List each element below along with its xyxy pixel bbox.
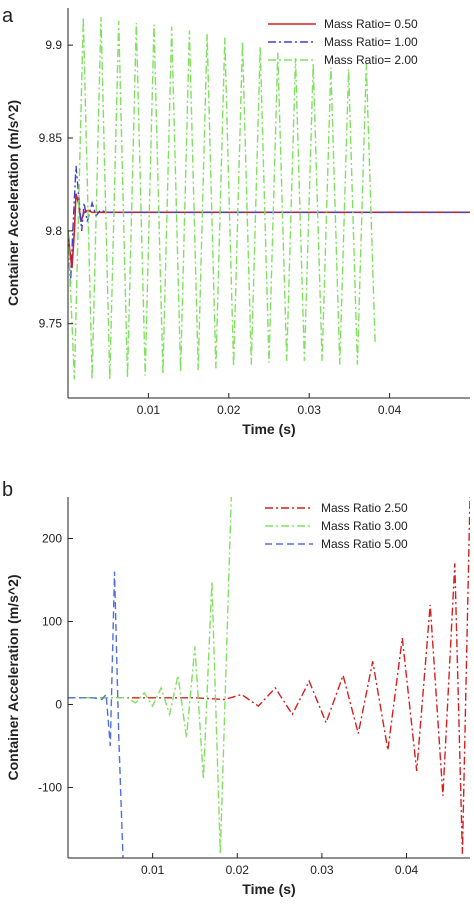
- series-line-1: [68, 497, 470, 854]
- x-tick-label: 0.04: [395, 863, 419, 877]
- series-line-2: [68, 165, 470, 287]
- y-tick-label: 9.85: [39, 131, 63, 145]
- x-tick-label: 0.01: [141, 863, 165, 877]
- x-tick-label: 0.01: [137, 403, 161, 417]
- y-axis-label: Container Acceleration (m/s^2): [5, 574, 21, 780]
- x-tick-label: 0.04: [378, 403, 402, 417]
- x-tick-label: 0.03: [298, 403, 322, 417]
- series-line-2: [68, 497, 232, 854]
- x-tick-label: 0.02: [226, 863, 250, 877]
- y-tick-label: 9.75: [39, 317, 63, 331]
- series-line-3: [68, 571, 124, 858]
- x-tick-label: 0.02: [217, 403, 241, 417]
- x-tick-label: 0.03: [310, 863, 334, 877]
- legend-entry: Mass Ratio= 1.00: [324, 35, 418, 49]
- y-tick-label: 9.9: [45, 38, 62, 52]
- panel-label: a: [2, 5, 14, 27]
- y-tick-label: 200: [42, 531, 62, 545]
- y-tick-label: 9.8: [45, 224, 62, 238]
- x-axis-label: Time (s): [242, 881, 295, 897]
- series-line-3: [68, 17, 376, 380]
- y-axis-label: Container Acceleration (m/s^2): [5, 100, 21, 306]
- y-tick-label: 100: [42, 614, 62, 628]
- series-line-1: [68, 193, 470, 269]
- legend-entry: Mass Ratio 2.50: [321, 501, 408, 515]
- chart-panel-a: a 0.01 0.02 0.03 0.04 9.75 9.8 9.85 9.9 Time (s) C…: [2, 5, 470, 437]
- legend-entry: Mass Ratio= 2.00: [324, 53, 418, 67]
- legend-entry: Mass Ratio 3.00: [321, 519, 408, 533]
- y-tick-label: 0: [55, 697, 62, 711]
- x-axis-label: Time (s): [242, 421, 295, 437]
- legend-entry: Mass Ratio 5.00: [321, 537, 408, 551]
- chart-panel-b: b 0.01 0.02 0.03 0.04 -100 0 100 200 Time (s) Cont…: [2, 479, 470, 897]
- legend-entry: Mass Ratio= 0.50: [324, 17, 418, 31]
- panel-label: b: [2, 479, 13, 501]
- y-tick-label: -100: [38, 780, 62, 794]
